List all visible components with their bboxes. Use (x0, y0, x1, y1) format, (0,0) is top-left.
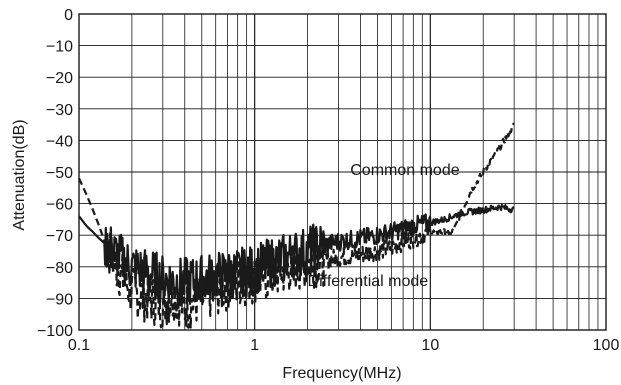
y-tick-label: −50 (46, 165, 73, 182)
x-axis-title: Frequency(MHz) (282, 365, 401, 382)
y-tick-label: 0 (64, 7, 73, 24)
y-tick-label: −80 (46, 260, 73, 277)
x-tick-label: 100 (593, 337, 620, 354)
y-axis-title: Attenuation(dB) (11, 119, 28, 230)
y-tick-labels: 0 −10 −20 −30 −40 −50 −60 −70 −80 −90 −100 (37, 7, 73, 340)
plot-frame (78, 13, 607, 331)
y-tick-label: −30 (46, 102, 73, 119)
x-tick-label: 10 (421, 337, 439, 354)
y-tick-label: −90 (46, 291, 73, 308)
chart-grid (79, 14, 606, 330)
x-tick-labels: 0.1 1 10 100 (68, 337, 620, 354)
x-tick-label: 0.1 (68, 337, 90, 354)
y-tick-label: −10 (46, 39, 73, 56)
y-tick-label: −100 (37, 323, 73, 340)
y-tick-label: −70 (46, 228, 73, 245)
differential-mode-line (78, 203, 515, 307)
y-tick-label: −60 (46, 197, 73, 214)
y-tick-label: −40 (46, 133, 73, 150)
chart-annotations: Common mode Differential mode (308, 162, 460, 290)
x-tick-label: 1 (250, 337, 259, 354)
y-tick-label: −20 (46, 70, 73, 87)
annotation-differential-mode: Differential mode (308, 273, 429, 290)
chart-axes (78, 13, 607, 331)
chart-series (77, 122, 516, 330)
annotation-common-mode: Common mode (350, 162, 459, 179)
